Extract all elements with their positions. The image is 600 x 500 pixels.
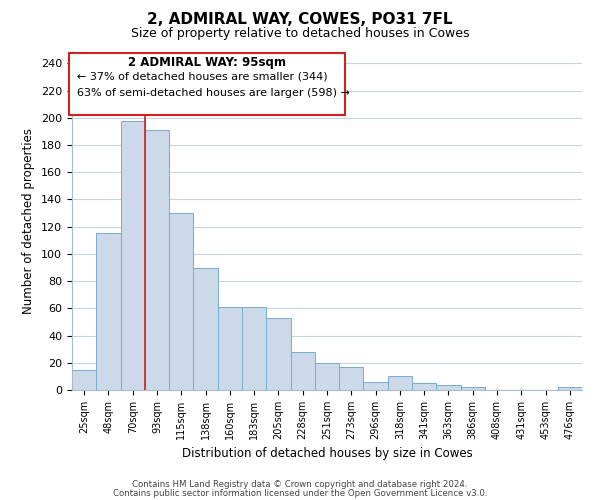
Text: ← 37% of detached houses are smaller (344): ← 37% of detached houses are smaller (34… [77, 71, 328, 81]
Bar [339, 367, 364, 390]
Bar [145, 130, 169, 390]
Text: Contains HM Land Registry data © Crown copyright and database right 2024.: Contains HM Land Registry data © Crown c… [132, 480, 468, 489]
Bar [96, 234, 121, 390]
Text: Contains public sector information licensed under the Open Government Licence v3: Contains public sector information licen… [113, 489, 487, 498]
Bar [315, 363, 339, 390]
Text: Size of property relative to detached houses in Cowes: Size of property relative to detached ho… [131, 28, 469, 40]
Bar [193, 268, 218, 390]
Bar [266, 318, 290, 390]
Text: 63% of semi-detached houses are larger (598) →: 63% of semi-detached houses are larger (… [77, 88, 350, 98]
Bar [364, 382, 388, 390]
FancyBboxPatch shape [70, 52, 345, 115]
Bar [121, 120, 145, 390]
Bar [461, 388, 485, 390]
Bar [290, 352, 315, 390]
Bar [412, 383, 436, 390]
Text: 2 ADMIRAL WAY: 95sqm: 2 ADMIRAL WAY: 95sqm [128, 56, 286, 69]
Bar [242, 307, 266, 390]
Text: 2, ADMIRAL WAY, COWES, PO31 7FL: 2, ADMIRAL WAY, COWES, PO31 7FL [147, 12, 453, 28]
Bar [436, 384, 461, 390]
Bar [72, 370, 96, 390]
Bar [388, 376, 412, 390]
Bar [558, 388, 582, 390]
Bar [218, 307, 242, 390]
X-axis label: Distribution of detached houses by size in Cowes: Distribution of detached houses by size … [182, 448, 472, 460]
Y-axis label: Number of detached properties: Number of detached properties [22, 128, 35, 314]
Bar [169, 213, 193, 390]
